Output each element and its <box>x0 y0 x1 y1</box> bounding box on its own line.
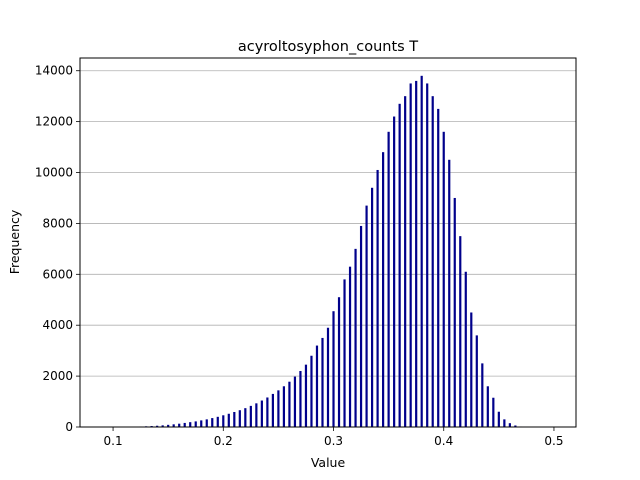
histogram-bar <box>255 403 258 427</box>
histogram-bar <box>359 225 363 427</box>
histogram-bar <box>282 386 286 427</box>
histogram-bar <box>293 376 297 427</box>
histogram-bar <box>277 390 280 427</box>
histogram-bar <box>448 159 451 428</box>
histogram-bar <box>365 205 368 427</box>
histogram-bar <box>376 169 379 427</box>
histogram-bar <box>249 405 252 427</box>
histogram-bar <box>442 131 445 428</box>
histogram-bar <box>326 327 330 427</box>
y-tick-label: 0 <box>65 420 73 434</box>
x-axis-label: Value <box>311 455 346 470</box>
histogram-bar <box>233 411 236 427</box>
histogram-bar <box>420 75 423 428</box>
histogram-bar <box>304 364 308 427</box>
histogram-bar <box>337 297 341 427</box>
histogram-bar <box>260 400 263 427</box>
x-tick-label: 0.5 <box>544 434 563 448</box>
bars <box>111 75 522 428</box>
x-ticks: 0.1 0.2 0.3 0.4 0.5 <box>104 427 564 448</box>
histogram-bar <box>514 425 517 427</box>
histogram-bar <box>156 425 159 427</box>
y-tick-label: 4000 <box>42 318 73 332</box>
histogram-bar <box>238 410 241 427</box>
gridlines <box>80 70 576 377</box>
histogram-bar <box>194 421 197 427</box>
histogram-bar <box>431 96 434 427</box>
histogram-bar <box>453 197 456 427</box>
histogram-bar <box>244 408 247 427</box>
histogram-bar <box>497 411 500 427</box>
x-tick-label: 0.2 <box>214 434 233 448</box>
y-tick-label: 10000 <box>35 166 73 180</box>
histogram-bar <box>459 236 462 427</box>
histogram-bar <box>470 312 473 427</box>
y-axis-label: Frequency <box>7 209 22 274</box>
histogram-bar <box>167 424 170 427</box>
x-tick-label: 0.1 <box>104 434 123 448</box>
histogram-bar <box>321 337 324 427</box>
histogram-bar <box>464 271 467 427</box>
histogram-bar <box>211 418 214 427</box>
histogram-bar <box>382 152 385 427</box>
histogram-bar <box>398 103 401 428</box>
y-ticks: 0 2000 4000 6000 8000 10000 12000 14000 <box>35 64 80 434</box>
x-tick-label: 0.4 <box>434 434 453 448</box>
histogram-bar <box>205 419 208 427</box>
y-tick-label: 6000 <box>42 267 73 281</box>
histogram-bar <box>503 419 506 427</box>
histogram-bar <box>271 393 274 427</box>
histogram-bar <box>370 187 374 427</box>
histogram-bar <box>437 108 440 428</box>
histogram-bar <box>481 363 484 427</box>
histogram-bar <box>475 335 478 427</box>
histogram-bar <box>222 415 225 427</box>
x-tick-label: 0.3 <box>324 434 343 448</box>
histogram-bar <box>508 423 511 427</box>
plot-frame <box>79 57 577 428</box>
y-tick-label: 12000 <box>35 115 73 129</box>
histogram-bar <box>189 422 192 427</box>
y-tick-label: 14000 <box>35 64 73 78</box>
histogram-bar <box>332 311 335 427</box>
histogram-bar <box>404 96 407 427</box>
histogram-bar <box>227 413 230 427</box>
histogram-bar <box>183 422 186 427</box>
histogram-bar <box>178 423 181 427</box>
histogram-bar <box>492 397 495 427</box>
histogram-bar <box>310 355 313 427</box>
histogram-bar <box>354 248 357 427</box>
histogram-bar <box>387 131 390 428</box>
histogram-bar <box>266 397 269 427</box>
histogram-bar <box>409 83 412 427</box>
histogram-bar <box>393 116 396 427</box>
histogram-bar <box>343 279 346 427</box>
histogram-bar <box>426 83 429 427</box>
y-tick-label: 8000 <box>42 216 73 230</box>
y-tick-label: 2000 <box>42 369 73 383</box>
histogram-bar <box>348 266 352 427</box>
histogram-bar <box>315 345 319 427</box>
histogram-bar <box>299 371 302 427</box>
histogram-bar <box>216 416 219 427</box>
histogram-bar <box>288 381 291 427</box>
chart-title: acyroltosyphon_counts T <box>238 39 418 55</box>
histogram-bar <box>415 80 418 428</box>
histogram-bar <box>486 386 489 427</box>
histogram-bar <box>161 425 164 427</box>
histogram-bar <box>172 424 175 427</box>
histogram-bar <box>200 420 203 427</box>
